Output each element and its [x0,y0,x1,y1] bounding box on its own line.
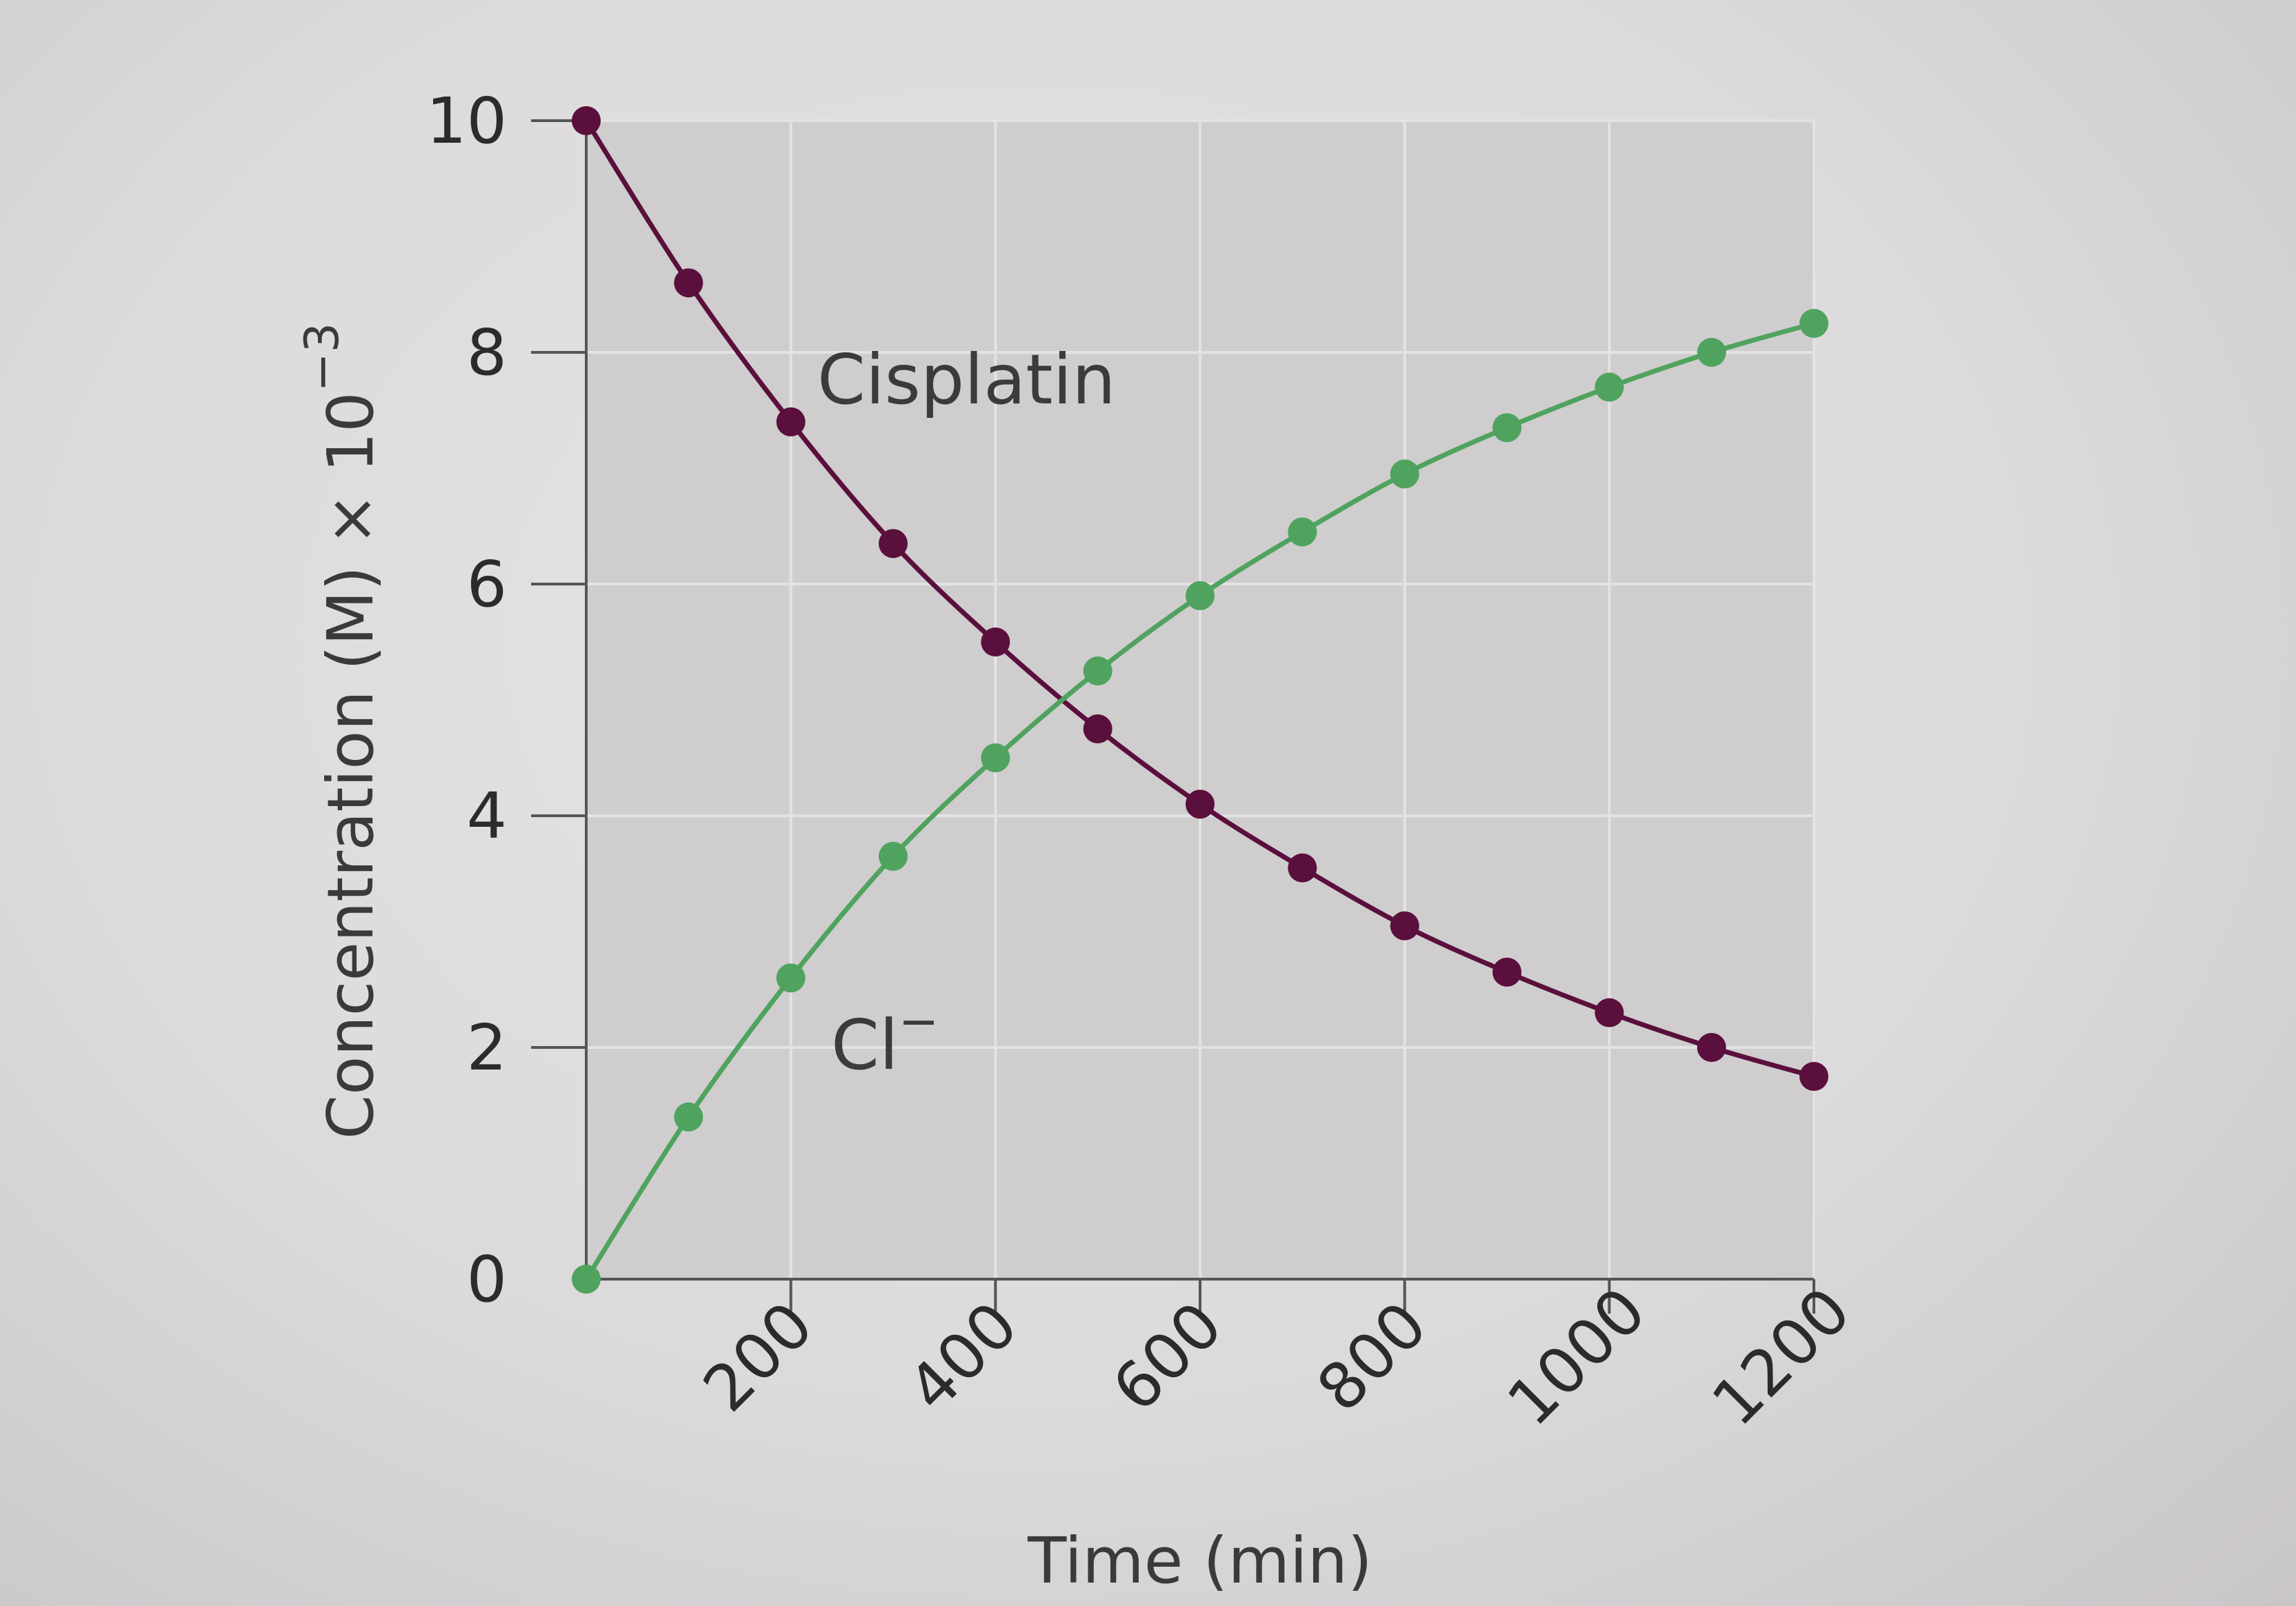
data-point-0 [1493,957,1521,987]
y-axis-title-exponent: −3 [295,323,350,392]
data-point-0 [1186,790,1215,819]
x-tick-label: 400 [894,1288,1032,1426]
x-tick-label: 800 [1303,1288,1441,1426]
chloride-label-text: Cl [831,1005,899,1085]
data-point-0 [1390,911,1419,941]
x-tick-label: 1200 [1698,1274,1864,1440]
data-point-1 [1186,581,1215,610]
chloride-label-superscript: − [899,993,939,1050]
y-axis-title: Concentration (M) × 10−3 [295,323,388,1139]
data-point-0 [572,106,601,135]
y-tick-label: 10 [426,84,507,158]
data-point-0 [1697,1033,1726,1062]
data-point-1 [1083,656,1112,685]
data-point-0 [981,628,1010,656]
series-layer [572,106,1828,1294]
x-tick-label: 200 [689,1288,827,1426]
data-point-1 [1799,309,1828,338]
x-axis-title: Time (min) [1027,1524,1372,1598]
series-label-chloride: Cl− [831,993,939,1085]
data-point-0 [1083,714,1112,743]
data-point-1 [1493,413,1521,443]
y-tick-label: 8 [466,316,507,390]
data-point-1 [1697,338,1726,367]
data-point-0 [776,407,806,436]
y-axis-title-text: Concentration (M) × 10 [314,392,388,1139]
x-tick-label: 1000 [1493,1274,1659,1440]
y-tick-label: 6 [466,548,507,621]
data-point-0 [1288,853,1317,883]
data-point-1 [879,841,908,871]
data-point-1 [1390,459,1419,489]
y-tick-label: 4 [466,779,507,853]
data-point-0 [879,529,908,559]
data-point-1 [776,963,806,993]
y-ticks: 0 2 4 6 8 10 [426,84,586,1316]
x-tick-label: 600 [1099,1288,1237,1426]
data-point-0 [1799,1062,1828,1091]
data-point-1 [572,1265,601,1294]
data-point-0 [1595,998,1624,1027]
x-ticks: 200 400 600 800 1000 1200 [689,1274,1864,1440]
gridlines [586,119,1815,1279]
series-label-cisplatin: Cisplatin [817,339,1116,420]
data-point-1 [981,743,1010,772]
data-point-1 [1595,372,1624,402]
data-point-1 [1288,517,1317,547]
y-tick-label: 0 [466,1243,507,1316]
y-tick-label: 2 [466,1011,507,1085]
data-point-0 [674,268,703,298]
data-point-1 [674,1102,703,1132]
